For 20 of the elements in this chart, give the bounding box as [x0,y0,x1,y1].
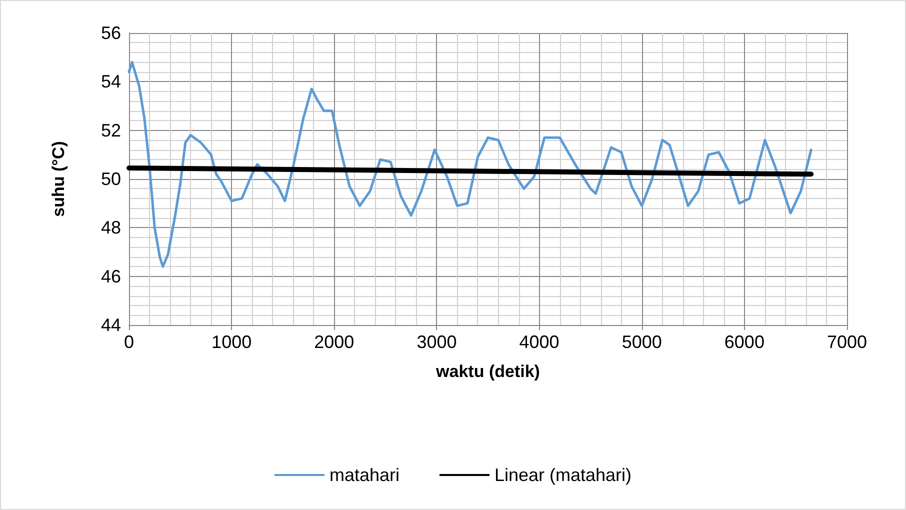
x-axis-title: waktu (detik) [435,362,540,381]
y-axis-title: suhu (°C) [49,141,68,217]
y-tick-label: 54 [100,72,121,92]
y-tick-label: 48 [100,218,121,238]
line-series [128,60,812,268]
y-tick-label: 50 [100,169,121,189]
x-tick-label: 2000 [314,332,354,352]
y-tick-label: 52 [100,120,121,140]
y-tick-label: 44 [100,315,121,335]
x-tick-label: 5000 [622,332,662,352]
legend-label: Linear (matahari) [494,465,632,485]
y-tick-label: 56 [100,23,121,43]
x-tick-label: 6000 [724,332,764,352]
legend-label: matahari [329,465,400,485]
x-tick-label: 1000 [212,332,252,352]
x-tick-label: 7000 [826,332,868,352]
x-tick-label: 0 [124,332,134,352]
x-tick-label: 4000 [519,332,560,352]
y-tick-label: 46 [100,266,121,286]
x-tick-label: 3000 [416,332,457,352]
